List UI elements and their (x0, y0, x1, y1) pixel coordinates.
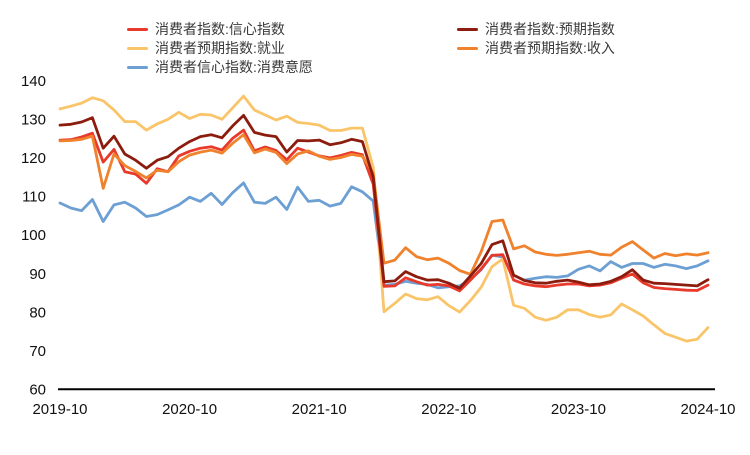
x-tick-label: 2023-10 (551, 401, 606, 418)
x-tick-label: 2019-10 (32, 401, 87, 418)
x-tick-label: 2024-10 (680, 401, 735, 418)
legend-item: 消费者指数:信心指数 (127, 21, 285, 37)
legend-item: 消费者预期指数:就业 (127, 40, 285, 56)
y-tick-label: 110 (22, 189, 46, 206)
legend-item: 消费者预期指数:收入 (457, 40, 615, 56)
legend-item: 消费者指数:预期指数 (457, 21, 615, 37)
legend-line-swatch (127, 46, 148, 50)
y-tick-label: 70 (29, 343, 46, 360)
legend-label: 消费者预期指数:就业 (155, 40, 285, 56)
legend-line-swatch (457, 46, 478, 50)
y-tick-label: 140 (21, 73, 46, 90)
series-line-消费者预期指数:就业 (58, 94, 710, 343)
legend-line-swatch (457, 27, 478, 31)
x-tick-label: 2021-10 (292, 401, 347, 418)
y-tick-label: 100 (21, 227, 46, 244)
x-tick-label: 2020-10 (162, 401, 217, 418)
legend-item: 消费者信心指数:消费意愿 (127, 59, 313, 75)
legend-label: 消费者信心指数:消费意愿 (155, 59, 313, 75)
legend-line-swatch (127, 65, 148, 69)
legend-label: 消费者指数:预期指数 (485, 21, 615, 37)
x-tick-label: 2022-10 (421, 401, 476, 418)
legend-line-swatch (127, 27, 148, 31)
legend-label: 消费者预期指数:收入 (485, 40, 615, 56)
series-line-消费者指数:信心指数 (58, 128, 710, 293)
legend-label: 消费者指数:信心指数 (155, 21, 285, 37)
y-tick-label: 90 (29, 266, 46, 283)
series-line-消费者指数:预期指数 (58, 114, 710, 290)
y-tick-label: 120 (21, 150, 46, 167)
y-tick-label: 60 (29, 382, 46, 399)
y-tick-label: 130 (21, 111, 46, 128)
chart-legend: 消费者指数:信心指数 消费者指数:预期指数消费者预期指数:就业 消费者预期指数:收入… (0, 0, 750, 78)
series-line-消费者预期指数:收入 (58, 133, 710, 276)
y-tick-label: 80 (29, 304, 46, 321)
